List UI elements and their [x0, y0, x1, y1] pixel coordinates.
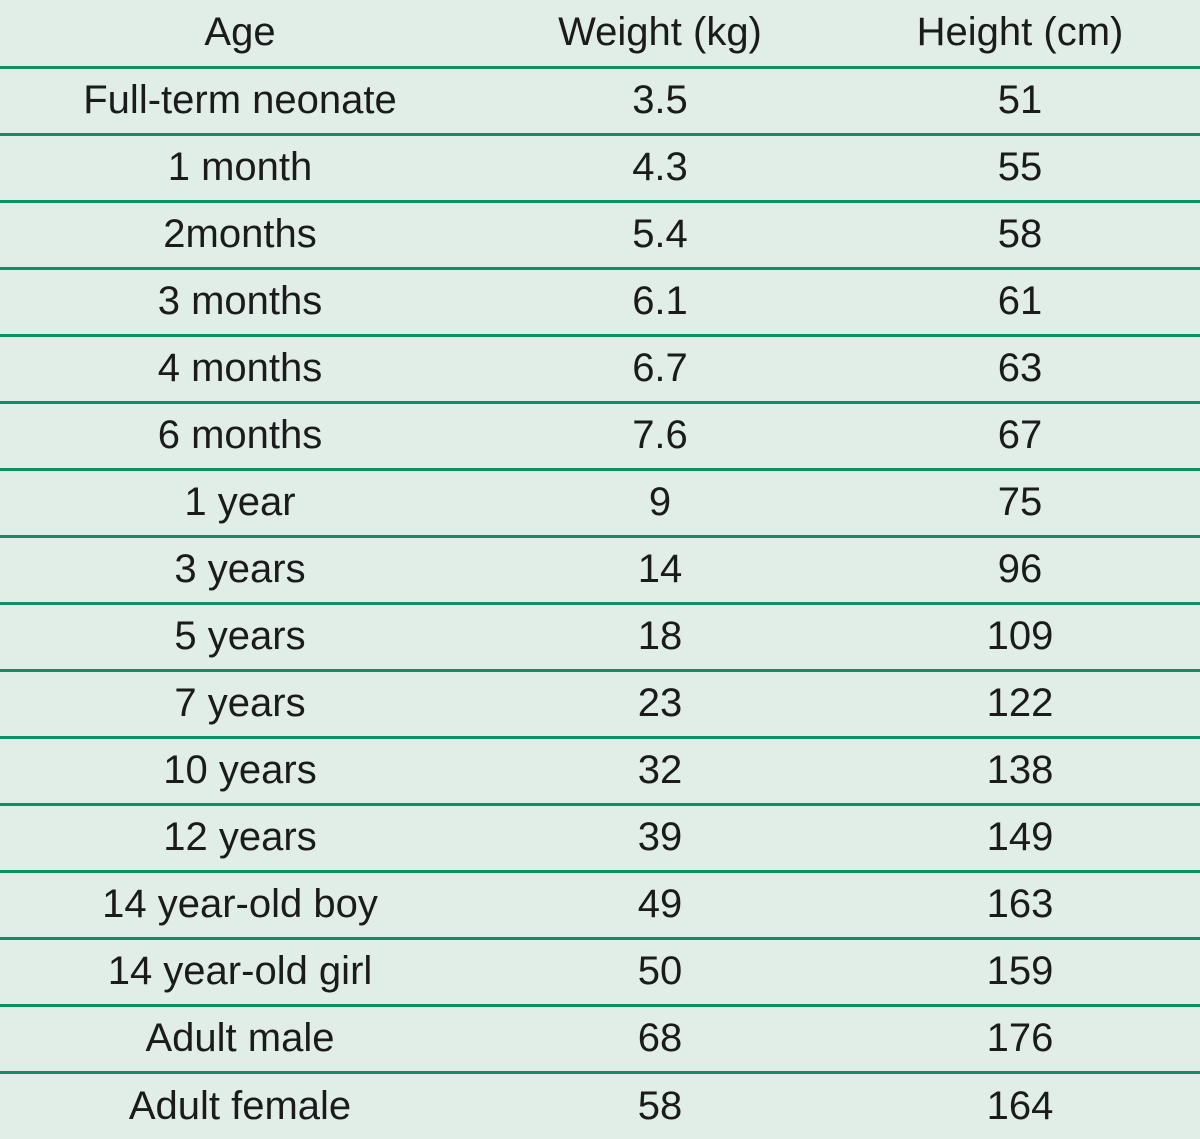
cell-age: 14 year-old girl — [0, 938, 480, 1005]
table-row: 10 years32138 — [0, 737, 1200, 804]
table-row: Full-term neonate3.551 — [0, 67, 1200, 134]
cell-height: 58 — [840, 201, 1200, 268]
cell-weight: 68 — [480, 1005, 840, 1072]
cell-weight: 23 — [480, 670, 840, 737]
cell-height: 55 — [840, 134, 1200, 201]
cell-height: 67 — [840, 402, 1200, 469]
table-row: 7 years23122 — [0, 670, 1200, 737]
cell-height: 75 — [840, 469, 1200, 536]
cell-height: 63 — [840, 335, 1200, 402]
cell-height: 96 — [840, 536, 1200, 603]
table-row: 3 months6.161 — [0, 268, 1200, 335]
table-row: 6 months7.667 — [0, 402, 1200, 469]
table-row: 14 year-old boy49163 — [0, 871, 1200, 938]
cell-weight: 49 — [480, 871, 840, 938]
cell-height: 159 — [840, 938, 1200, 1005]
table-row: Adult female58164 — [0, 1072, 1200, 1139]
cell-height: 138 — [840, 737, 1200, 804]
growth-table-container: Age Weight (kg) Height (cm) Full-term ne… — [0, 0, 1200, 1137]
cell-weight: 6.1 — [480, 268, 840, 335]
table-row: Adult male68176 — [0, 1005, 1200, 1072]
table-row: 5 years18109 — [0, 603, 1200, 670]
cell-age: 2months — [0, 201, 480, 268]
table-row: 4 months6.763 — [0, 335, 1200, 402]
cell-height: 109 — [840, 603, 1200, 670]
cell-age: 12 years — [0, 804, 480, 871]
table-row: 1 month4.355 — [0, 134, 1200, 201]
table-header-row: Age Weight (kg) Height (cm) — [0, 0, 1200, 67]
cell-age: 1 month — [0, 134, 480, 201]
cell-age: Full-term neonate — [0, 67, 480, 134]
cell-weight: 50 — [480, 938, 840, 1005]
cell-weight: 5.4 — [480, 201, 840, 268]
cell-age: Adult female — [0, 1072, 480, 1139]
cell-weight: 7.6 — [480, 402, 840, 469]
cell-age: 6 months — [0, 402, 480, 469]
cell-age: 10 years — [0, 737, 480, 804]
cell-height: 163 — [840, 871, 1200, 938]
cell-height: 61 — [840, 268, 1200, 335]
cell-age: 7 years — [0, 670, 480, 737]
cell-weight: 14 — [480, 536, 840, 603]
table-row: 12 years39149 — [0, 804, 1200, 871]
cell-height: 149 — [840, 804, 1200, 871]
cell-weight: 6.7 — [480, 335, 840, 402]
cell-age: 3 years — [0, 536, 480, 603]
cell-age: 5 years — [0, 603, 480, 670]
table-row: 1 year975 — [0, 469, 1200, 536]
table-row: 2months5.458 — [0, 201, 1200, 268]
table-row: 14 year-old girl50159 — [0, 938, 1200, 1005]
cell-age: 3 months — [0, 268, 480, 335]
cell-weight: 18 — [480, 603, 840, 670]
cell-age: Adult male — [0, 1005, 480, 1072]
col-header-age: Age — [0, 0, 480, 67]
cell-height: 51 — [840, 67, 1200, 134]
cell-height: 122 — [840, 670, 1200, 737]
cell-age: 1 year — [0, 469, 480, 536]
cell-height: 164 — [840, 1072, 1200, 1139]
cell-weight: 9 — [480, 469, 840, 536]
col-header-weight: Weight (kg) — [480, 0, 840, 67]
table-body: Full-term neonate3.5511 month4.3552month… — [0, 67, 1200, 1139]
cell-weight: 58 — [480, 1072, 840, 1139]
cell-weight: 3.5 — [480, 67, 840, 134]
table-row: 3 years1496 — [0, 536, 1200, 603]
cell-height: 176 — [840, 1005, 1200, 1072]
cell-weight: 32 — [480, 737, 840, 804]
cell-age: 14 year-old boy — [0, 871, 480, 938]
col-header-height: Height (cm) — [840, 0, 1200, 67]
growth-table: Age Weight (kg) Height (cm) Full-term ne… — [0, 0, 1200, 1139]
cell-age: 4 months — [0, 335, 480, 402]
cell-weight: 4.3 — [480, 134, 840, 201]
cell-weight: 39 — [480, 804, 840, 871]
